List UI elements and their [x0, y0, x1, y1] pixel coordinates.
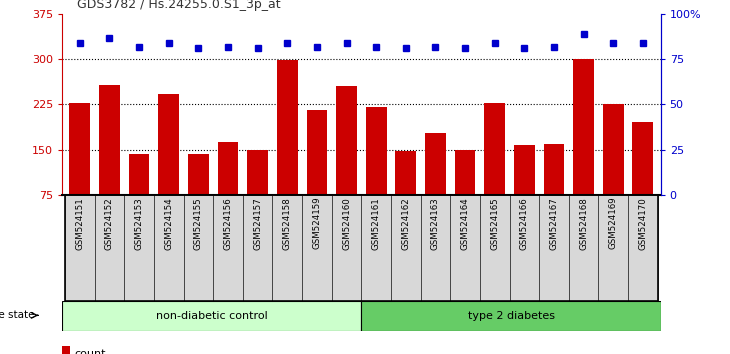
Text: disease state: disease state — [0, 310, 34, 320]
Bar — [247, 149, 268, 195]
Bar — [218, 142, 239, 195]
Bar — [336, 86, 357, 195]
Text: GSM524160: GSM524160 — [342, 197, 351, 250]
Bar — [307, 110, 327, 195]
Text: GSM524162: GSM524162 — [402, 197, 410, 250]
Bar — [158, 93, 179, 195]
Bar — [544, 144, 564, 195]
Bar — [99, 85, 120, 195]
Bar — [366, 108, 387, 195]
Bar — [603, 104, 623, 195]
Bar — [277, 61, 298, 195]
Bar — [95, 195, 124, 301]
Text: GSM524158: GSM524158 — [283, 197, 292, 250]
Text: GSM524159: GSM524159 — [312, 197, 321, 250]
Bar — [213, 195, 243, 301]
Bar — [188, 154, 209, 195]
Bar — [331, 195, 361, 301]
Bar — [632, 122, 653, 195]
Bar — [510, 195, 539, 301]
Text: GSM524169: GSM524169 — [609, 197, 618, 250]
Bar — [480, 195, 510, 301]
Text: GSM524153: GSM524153 — [134, 197, 144, 250]
Bar — [243, 195, 272, 301]
Text: GSM524164: GSM524164 — [461, 197, 469, 250]
Bar — [539, 195, 569, 301]
Text: GSM524151: GSM524151 — [75, 197, 85, 250]
Bar — [628, 195, 658, 301]
Text: GSM524167: GSM524167 — [550, 197, 558, 250]
Text: GSM524155: GSM524155 — [194, 197, 203, 250]
Bar — [361, 301, 661, 331]
Bar — [272, 195, 302, 301]
Bar — [484, 103, 505, 195]
Bar — [569, 195, 599, 301]
Bar — [124, 195, 154, 301]
Text: GSM524156: GSM524156 — [223, 197, 232, 250]
Bar — [391, 195, 420, 301]
Text: GSM524157: GSM524157 — [253, 197, 262, 250]
Text: count: count — [74, 349, 106, 354]
Bar — [455, 149, 475, 195]
Bar — [62, 301, 361, 331]
Bar — [599, 195, 628, 301]
Bar — [183, 195, 213, 301]
Bar — [420, 195, 450, 301]
Text: GSM524165: GSM524165 — [491, 197, 499, 250]
Bar — [65, 195, 95, 301]
Text: non-diabetic control: non-diabetic control — [155, 311, 268, 321]
Bar — [69, 103, 91, 195]
Text: GSM524170: GSM524170 — [638, 197, 648, 250]
Bar — [361, 195, 391, 301]
Bar — [128, 154, 150, 195]
Text: GSM524161: GSM524161 — [372, 197, 380, 250]
Bar — [450, 195, 480, 301]
Bar — [573, 59, 594, 195]
Bar — [425, 133, 446, 195]
Bar — [62, 346, 69, 354]
Bar — [396, 151, 416, 195]
Text: GDS3782 / Hs.24255.0.S1_3p_at: GDS3782 / Hs.24255.0.S1_3p_at — [77, 0, 280, 11]
Text: GSM524166: GSM524166 — [520, 197, 529, 250]
Bar — [514, 145, 534, 195]
Bar — [302, 195, 331, 301]
Text: type 2 diabetes: type 2 diabetes — [467, 311, 555, 321]
Text: GSM524154: GSM524154 — [164, 197, 173, 250]
Bar — [154, 195, 183, 301]
Text: GSM524152: GSM524152 — [105, 197, 114, 250]
Text: GSM524163: GSM524163 — [431, 197, 440, 250]
Text: GSM524168: GSM524168 — [579, 197, 588, 250]
